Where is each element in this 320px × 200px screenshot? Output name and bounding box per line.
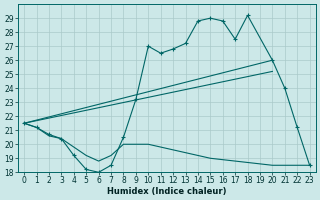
X-axis label: Humidex (Indice chaleur): Humidex (Indice chaleur) bbox=[107, 187, 227, 196]
